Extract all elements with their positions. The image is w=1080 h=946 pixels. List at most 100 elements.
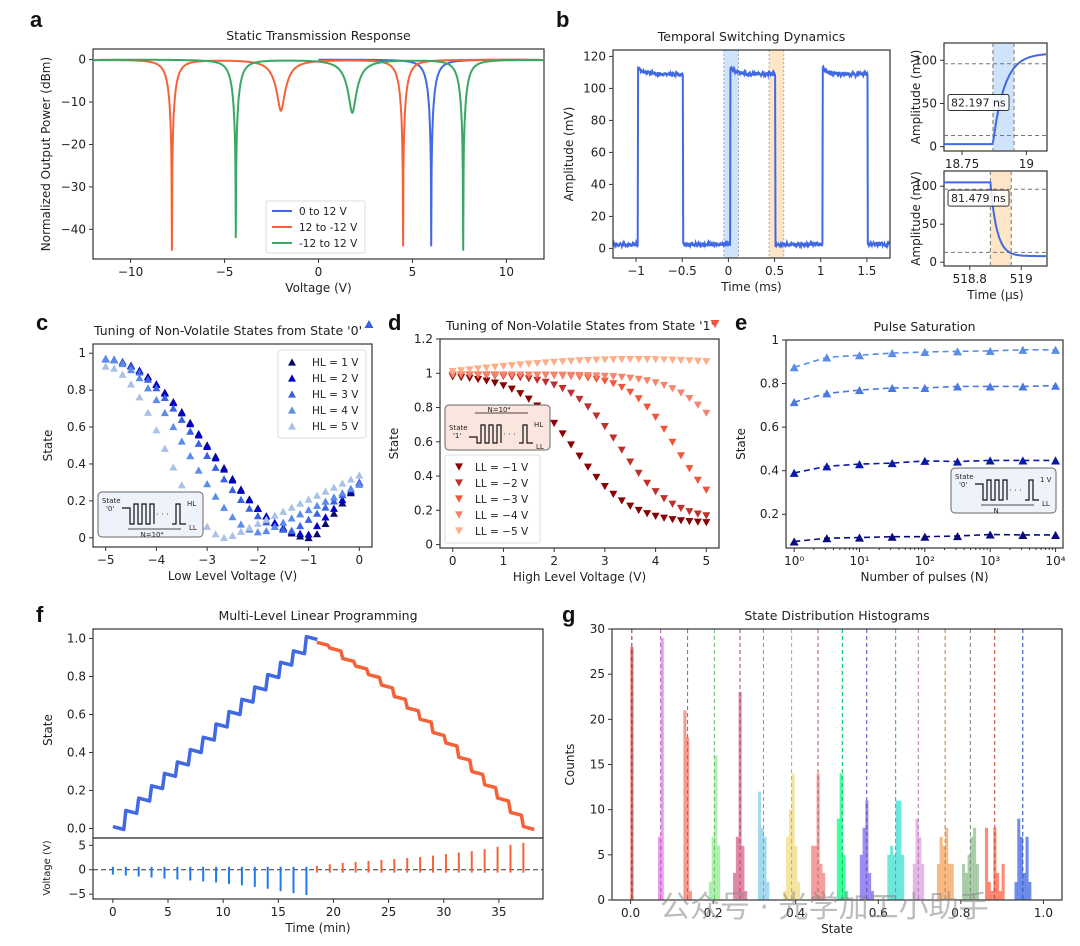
data-point [702,512,710,519]
x-tick-label: −2 [249,553,267,567]
inset-n-label: N=10⁴ [141,531,164,539]
inset-state-label: State [955,473,974,481]
panel-e-pulse-saturation: 10⁰ 10¹ 10² 10³ 10⁴0.20.40.60.81Pulse Satura… [734,319,1066,584]
data-point [237,487,245,494]
y-tick-label: 0.6 [67,420,86,434]
data-point [618,447,626,454]
data-point [178,437,186,444]
data-point [220,475,228,482]
x-tick-label: 1 [500,554,508,568]
data-point [626,356,634,363]
data-point [254,512,262,519]
x-tick-label: −10 [118,265,143,279]
data-point [660,495,668,502]
data-point [822,389,831,397]
x-tick-label: 0 [725,264,733,278]
data-point [203,523,211,530]
data-point [254,505,262,512]
data-point [576,396,584,403]
histogram-bar [865,801,868,900]
y-tick-label: 0.4 [67,746,86,760]
data-point [313,502,321,509]
data-point [499,382,507,389]
data-point [254,528,262,535]
x-tick-label: 2 [550,554,558,568]
x-tick-label: −1 [300,553,318,567]
inset-ellipsis: · · · [156,510,169,519]
data-point [669,385,677,392]
data-point [592,357,600,364]
data-point [102,355,110,362]
title-marker-up-icon [365,320,374,328]
x-tick-label: 15 [271,905,286,919]
y-tick-label: 0.0 [67,822,86,836]
data-point [643,404,651,411]
legend-label: LL = −2 V [475,478,529,490]
data-point [635,395,643,402]
data-point [330,493,338,500]
y-tick-label: 0.2 [67,784,86,798]
histogram-bar [991,891,994,900]
y-tick-label: 120 [583,49,606,63]
data-point [567,358,575,365]
x-axis-label: Voltage (V) [285,281,351,295]
data-point [694,477,702,484]
data-point [178,481,186,488]
y-tick-label: 1 [425,366,433,380]
y-axis-label: State [387,428,401,460]
x-tick-label: 3 [601,554,609,568]
y-tick-label: 0.2 [760,507,779,521]
data-point [499,363,507,370]
y-tick-label: 20 [590,712,605,726]
data-point [305,516,313,523]
plot-frame [613,50,890,258]
legend-label: -12 to 12 V [299,238,358,250]
data-point [669,516,677,523]
inset-ll-label: LL [1042,500,1050,508]
y-tick-label: 30 [590,622,605,636]
y-tick-label: 15 [590,758,605,772]
data-point [677,357,685,364]
data-point [550,420,558,427]
data-point [559,358,567,365]
data-point [516,390,524,397]
data-point [643,377,651,384]
data-point [203,452,211,459]
y-tick-label: 0.2 [414,503,433,517]
y-tick-label: 1 [78,346,86,360]
x-tick-label: 10¹ [849,554,869,568]
plot-frame-voltage [93,838,543,899]
x-tick-label: −5 [97,553,115,567]
x-tick-label: 35 [491,905,506,919]
data-point [229,513,237,520]
y-tick-label: 80 [591,113,606,127]
data-point [685,357,693,364]
x-tick-label: 0.0 [621,906,640,920]
histogram-bar [896,801,899,900]
legend-label: HL = 5 V [312,421,359,433]
x-axis-label: Time (min) [284,921,350,935]
y-tick-label: 0.6 [414,435,433,449]
x-tick-label: 0 [109,905,117,919]
y-tick-label: 0.4 [760,464,779,478]
y-axis-label: Counts [563,744,577,786]
data-point [677,517,685,524]
data-point [702,487,710,494]
data-point [601,483,609,490]
data-point [338,489,346,496]
panel-b-switching: −1 −0.5 0 0.5 1 1.5020406080100120Temporal Sw… [562,29,890,294]
x-tick-label: 10⁰ [784,554,804,568]
y-tick-label: 40 [591,177,606,191]
data-point [694,519,702,526]
rise-fall-time-label: 81.479 ns [951,192,1006,205]
chart-title: Temporal Switching Dynamics [657,29,845,44]
x-tick-label: −4 [148,553,166,567]
inset-ll-label: LL [536,443,544,451]
legend-label: HL = 4 V [312,405,359,417]
data-point [212,464,220,471]
data-point [195,440,203,447]
data-point [635,356,643,363]
data-point [694,402,702,409]
data-point [592,474,600,481]
y-axis-label: State [41,714,55,746]
